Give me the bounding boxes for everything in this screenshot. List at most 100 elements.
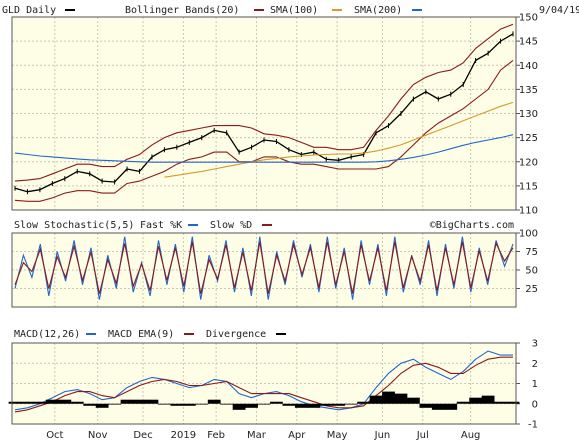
plot-frame — [11, 232, 517, 308]
legend-swatch — [184, 333, 194, 335]
y-tick-label: 130 — [519, 109, 538, 120]
legend-swatch — [254, 9, 264, 11]
legend-swatch — [86, 333, 96, 335]
series-line-slow-d — [14, 241, 514, 294]
y-tick-label: 145 — [519, 37, 538, 48]
series-line-sma-200- — [14, 134, 514, 163]
divergence-bar — [21, 401, 34, 404]
divergence-bar — [481, 395, 495, 404]
panel-price: 110 115 120 125 130 135 140 145 150 GLD Daily Boll… — [2, 5, 579, 217]
legend-label: MACD EMA(9) — [108, 329, 174, 340]
legend-swatch — [65, 9, 75, 11]
series-line-bollinger-lower — [14, 59, 514, 202]
plot-frame — [11, 16, 517, 211]
divergence-bar — [33, 401, 47, 404]
y-tick-label: 0 — [532, 399, 538, 410]
plot-frame — [11, 342, 517, 425]
divergence-bar — [282, 403, 296, 406]
x-tick-label: Aug — [461, 430, 481, 441]
legend-swatch — [332, 9, 342, 11]
divergence-bar — [469, 397, 483, 404]
legend-swatch — [262, 224, 272, 226]
divergence-bar — [158, 403, 171, 405]
y-tick-label: 1 — [532, 379, 538, 390]
legend-label: MACD(12,26) — [14, 329, 80, 340]
legend-swatch — [276, 333, 286, 335]
divergence-bar — [382, 391, 395, 404]
y-tick-label: 140 — [519, 61, 538, 72]
y-tick-label: 25 — [525, 284, 538, 295]
divergence-bar — [120, 399, 134, 404]
divergence-bar — [170, 403, 184, 406]
y-tick-label: 135 — [519, 85, 538, 96]
y-tick-label: -1 — [528, 420, 538, 431]
divergence-bar — [108, 403, 121, 405]
divergence-bar — [220, 403, 234, 405]
legend-label: SMA(200) — [354, 5, 402, 16]
divergence-bar — [133, 399, 146, 404]
divergence-bar — [257, 403, 271, 405]
legend-label: Slow %D — [210, 220, 252, 231]
x-tick-label: Jun — [374, 430, 391, 441]
y-tick-label: 150 — [519, 13, 538, 24]
divergence-bar — [83, 403, 97, 406]
divergence-bar — [431, 403, 445, 410]
divergence-bar — [70, 401, 84, 404]
divergence-bar — [294, 403, 308, 408]
y-tick-label: 125 — [519, 133, 538, 144]
divergence-bar — [494, 401, 507, 404]
divergence-bar — [369, 395, 383, 404]
panel-stochastic: 25 50 75 100 Slow Stochastic(5,5) Fast %K Slow… — [11, 220, 538, 308]
divergence-bar — [245, 403, 258, 408]
legend-label: Divergence — [206, 329, 266, 340]
series-line-macd-ema-9- — [14, 356, 513, 413]
divergence-bar — [332, 403, 346, 406]
x-tick-label: Mar — [247, 430, 267, 441]
divergence-bar — [506, 401, 520, 404]
y-tick-label: 3 — [532, 339, 538, 350]
divergence-bar — [419, 403, 433, 408]
y-tick-label: 120 — [519, 157, 538, 168]
divergence-bar — [444, 403, 458, 410]
divergence-bar — [307, 403, 321, 408]
divergence-bar — [319, 403, 333, 406]
legend-label: Fast %K — [140, 220, 182, 231]
divergence-bar — [270, 401, 283, 404]
divergence-bar — [8, 401, 22, 404]
divergence-bar — [394, 393, 408, 404]
divergence-bar — [95, 403, 109, 408]
divergence-bar — [407, 397, 420, 404]
chart-date: 9/04/19 — [539, 5, 579, 16]
series-line-bollinger-upper — [14, 23, 514, 182]
x-tick-label: Nov — [88, 430, 108, 441]
legend-swatch — [412, 9, 422, 11]
panel-macd: -1 0 1 2 3 MACD(12,26) MACD EMA(9) Divergence — [8, 329, 538, 431]
y-tick-label: 50 — [525, 266, 538, 277]
y-tick-label: 110 — [519, 206, 538, 217]
divergence-bar — [58, 399, 72, 404]
y-tick-label: 115 — [519, 181, 538, 192]
divergence-bar — [145, 399, 159, 404]
x-tick-label: Oct — [46, 430, 63, 441]
x-tick-label: 2019 — [171, 430, 196, 441]
divergence-bar — [232, 403, 246, 410]
legend-label: Bollinger Bands(20) — [125, 5, 239, 16]
y-tick-label: 2 — [532, 359, 538, 370]
x-tick-label: Dec — [133, 430, 152, 441]
legend-swatch — [188, 224, 198, 226]
divergence-bar — [45, 399, 59, 404]
y-tick-label: 100 — [519, 229, 538, 240]
x-tick-label: Feb — [207, 430, 225, 441]
divergence-bar — [456, 401, 470, 404]
divergence-bar — [344, 403, 358, 405]
y-tick-label: 75 — [525, 247, 538, 258]
legend-label: SMA(100) — [270, 5, 318, 16]
x-tick-label: May — [327, 430, 348, 441]
x-tick-label: Apr — [288, 430, 306, 441]
x-tick-label: Jul — [416, 430, 429, 441]
series-line-sma-100- — [164, 101, 514, 178]
legend-label: Slow Stochastic(5,5) — [14, 220, 134, 231]
divergence-bar — [207, 399, 221, 404]
divergence-bar — [182, 403, 196, 406]
